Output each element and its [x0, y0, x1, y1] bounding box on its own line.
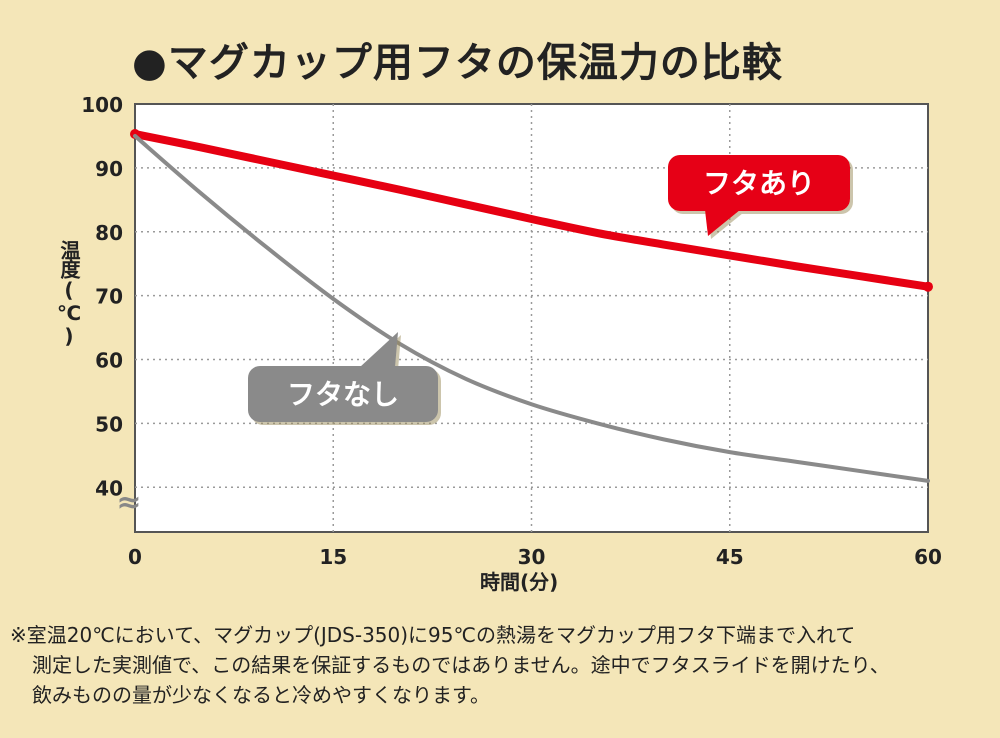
grid-lines [135, 104, 928, 532]
y-tick-label: 90 [95, 157, 123, 181]
y-tick-label: 70 [95, 285, 123, 309]
callout-box [248, 366, 438, 422]
footnote-line-1: ※室温20℃において、マグカップ(JDS-350)に95℃の熱湯をマグカップ用フ… [10, 623, 856, 647]
axis-break-symbol: ≈ [116, 485, 141, 520]
footnote: ※室温20℃において、マグカップ(JDS-350)に95℃の熱湯をマグカップ用フ… [10, 620, 995, 710]
x-tick-label: 15 [319, 545, 347, 569]
x-tick-label: 60 [914, 545, 942, 569]
x-tick-label: 30 [518, 545, 546, 569]
callout-label: フタなし [287, 378, 399, 411]
x-tick-label: 45 [716, 545, 744, 569]
x-axis-label: 時間(分) [480, 570, 559, 594]
series-point [923, 281, 933, 292]
y-tick-labels: 100 90 80 70 60 50 40≈ [81, 93, 141, 520]
callout-without-lid: フタなし [248, 332, 438, 422]
callout-tail [360, 332, 398, 367]
series-line [131, 130, 932, 291]
x-tick-label: 0 [128, 545, 142, 569]
y-tick-label: 60 [95, 349, 123, 373]
callout-box [668, 155, 850, 211]
x-tick-labels: 0 15 30 45 60 [128, 545, 942, 569]
y-tick-label: 50 [95, 412, 123, 436]
y-tick-label: 40 [95, 476, 123, 500]
callout-with-lid: フタあり [668, 155, 850, 236]
callout-label: フタあり [703, 167, 815, 200]
callout-tail [705, 210, 740, 236]
footnote-line-3: 飲みものの量が少なくなると冷めやすくなります。 [32, 683, 490, 707]
y-axis-label: 温度(℃) [57, 240, 81, 347]
y-tick-label: 100 [81, 93, 123, 117]
series-layer [130, 129, 933, 483]
footnote-line-2: 測定した実測値で、この結果を保証するものではありません。途中でフタスライドを開け… [32, 653, 890, 677]
series-line [133, 133, 930, 483]
chart-title: ●マグカップ用フタの保温力の比較 [132, 40, 783, 86]
y-tick-label: 80 [95, 221, 123, 245]
